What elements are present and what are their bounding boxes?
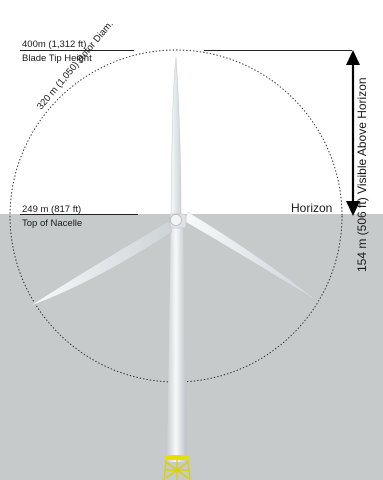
blade-tip-leader-line [20, 50, 134, 51]
visible-height-arrow [346, 50, 360, 216]
nacelle-leader-line [20, 214, 138, 215]
rotor-circle [9, 49, 343, 383]
blade-tip-reference-line [204, 50, 352, 51]
sea-area [0, 214, 383, 480]
visible-above-horizon-label: 154 m (506 ft) Visible Above Horizon [355, 77, 369, 272]
nacelle-height-label: Top of Nacelle [22, 218, 83, 229]
horizon-label: Horizon [291, 201, 333, 215]
turbine-blade-up [170, 56, 182, 215]
turbine-tower [167, 222, 187, 462]
blade-tip-height-label: Blade Tip Height [22, 53, 92, 64]
blade-tip-height-value: 400m (1,312 ft) [22, 39, 87, 50]
turbine-blade-right [183, 211, 324, 306]
turbine-foundation [163, 455, 191, 480]
turbine-blade-left [29, 220, 173, 307]
turbine-hub [170, 214, 182, 226]
nacelle-height-value: 249 m (817 ft) [22, 204, 82, 215]
